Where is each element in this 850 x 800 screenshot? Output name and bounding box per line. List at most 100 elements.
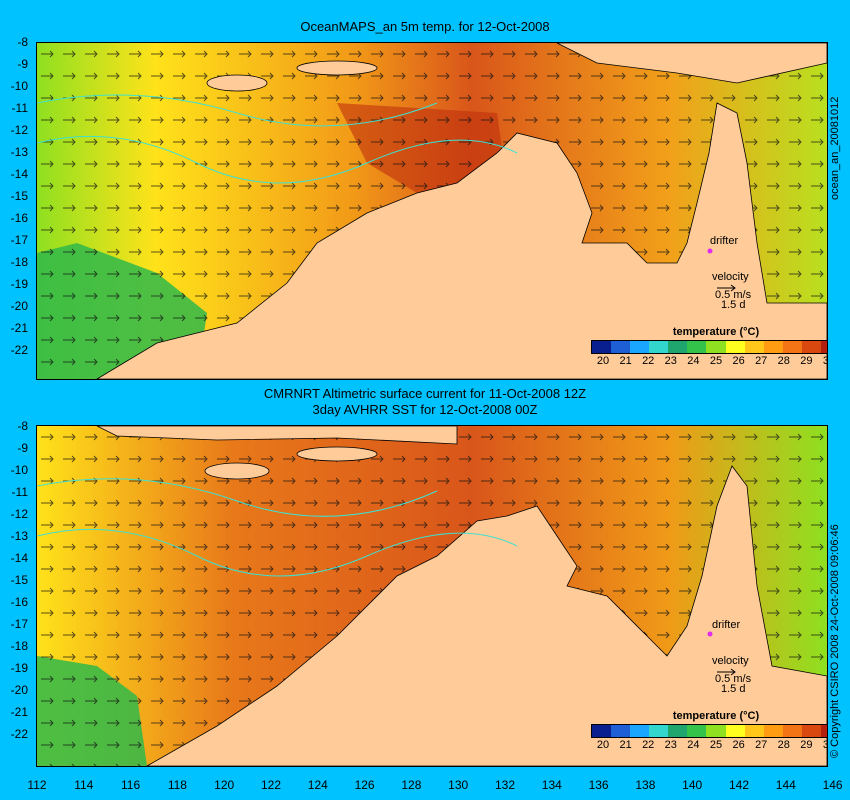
colorbar-tick-label: 22 <box>642 739 655 751</box>
latitude-label: -12 <box>10 123 28 137</box>
latitude-label: -22 <box>10 343 28 357</box>
colorbar-tick-label: 28 <box>777 739 790 751</box>
latitude-label: -11 <box>11 485 28 499</box>
latitude-label: -10 <box>10 79 28 93</box>
colorbar-swatch <box>725 725 745 737</box>
longitude-label: 124 <box>307 778 328 792</box>
panel1-map[interactable]: drifter velocity 0.5 m/s 1.5 d temperatu… <box>36 42 828 380</box>
longitude-label: 130 <box>448 778 469 792</box>
colorbar-swatch <box>706 341 726 353</box>
panel1-velocity-label: velocity <box>712 271 749 283</box>
png-land <box>556 43 827 84</box>
longitude-label: 122 <box>260 778 282 792</box>
colorbar-tick-label: 29 <box>800 739 813 751</box>
colorbar-swatch <box>611 341 631 353</box>
island <box>296 60 378 76</box>
colorbar-tick-label: 20 <box>596 739 610 751</box>
panel2-side-label: © Copyright CSIRO 2008 24-Oct-2008 09:06… <box>829 524 841 758</box>
longitude-label: 116 <box>121 778 141 792</box>
colorbar-tick-label: 25 <box>709 739 723 751</box>
colorbar-tick-label: 27 <box>755 739 768 751</box>
colorbar-swatch <box>744 341 764 353</box>
velocity-scale-arrow <box>717 284 736 292</box>
colorbar-swatch <box>706 725 726 737</box>
panel1-colorbar-title: temperature (°C) <box>672 326 760 338</box>
colorbar-swatch <box>744 725 764 737</box>
longitude-label: 114 <box>74 778 94 792</box>
panel1-velocity-scale: 0.5 m/s <box>715 289 752 301</box>
longitude-label: 128 <box>401 778 422 792</box>
latitude-label: -17 <box>10 233 28 247</box>
colorbar-swatch <box>630 341 650 353</box>
colorbar-swatch <box>782 341 802 353</box>
colorbar-tick-label: 27 <box>755 355 768 367</box>
island <box>206 74 268 92</box>
longitude-label: 140 <box>682 778 703 792</box>
island <box>296 446 378 462</box>
colorbar-swatch <box>801 725 821 737</box>
panel1-velocity-days: 1.5 d <box>721 299 746 311</box>
colorbar-tick-label: 23 <box>664 739 677 751</box>
panel2-velocity-scale: 0.5 m/s <box>715 673 752 685</box>
colorbar-tick-label: 20 <box>596 355 610 367</box>
colorbar-swatch <box>687 341 707 353</box>
australia-land <box>146 465 827 766</box>
latitude-label: -14 <box>10 551 28 565</box>
latitude-label: -12 <box>10 507 28 521</box>
panel1-map-svg <box>37 43 827 379</box>
longitude-label: 146 <box>822 778 843 792</box>
panel2-map-svg <box>37 426 827 766</box>
colorbar-swatch <box>801 341 821 353</box>
colorbar-tick-label: 23 <box>664 355 677 367</box>
colorbar-tick-label: 28 <box>777 355 790 367</box>
latitude-label: -15 <box>10 189 28 203</box>
latitude-label: -13 <box>10 145 28 159</box>
panel2-colorbar-title: temperature (°C) <box>672 710 760 722</box>
colorbar-swatch <box>668 725 688 737</box>
colorbar-tick-label: 24 <box>687 739 700 751</box>
colorbar-swatch <box>592 725 612 737</box>
latitude-label: -18 <box>10 255 28 269</box>
colorbar-tick-label: 21 <box>619 355 632 367</box>
panel2-colorbar: temperature (°C) 20 21 22 23 24 25 26 27 28 29 30 <box>591 710 827 752</box>
latitude-label: -22 <box>10 727 28 741</box>
latitude-label: -21 <box>10 705 28 719</box>
colorbar-swatch <box>668 341 688 353</box>
latitude-label: -8 <box>17 419 28 433</box>
latitude-label: -9 <box>17 441 28 455</box>
panel1-colorbar: temperature (°C) 20 21 22 23 24 25 26 27 28 29 30 <box>591 326 827 368</box>
panel2-map[interactable]: drifter velocity 0.5 m/s 1.5 d temperatu… <box>36 425 828 767</box>
longitude-label: 126 <box>354 778 375 792</box>
colorbar-swatch <box>649 725 669 737</box>
colorbar-tick-label: 30 <box>823 739 827 751</box>
bathymetry-contour <box>37 478 438 517</box>
colorbar-swatch <box>592 341 612 353</box>
colorbar-tick-label: 25 <box>709 355 723 367</box>
latitude-label: -20 <box>10 299 28 313</box>
velocity-scale-arrow <box>717 668 736 676</box>
colorbar-tick-label: 21 <box>619 739 632 751</box>
bathymetry-contour <box>37 528 518 577</box>
latitude-label: -16 <box>10 211 28 225</box>
latitude-label: -18 <box>10 639 28 653</box>
bathymetry-contour <box>37 135 518 184</box>
colorbar-ticks: 20 21 22 23 24 25 26 27 28 29 30 <box>591 738 827 752</box>
colorbar-tick-label: 26 <box>732 739 745 751</box>
longitude-label: 132 <box>494 778 516 792</box>
colorbar-swatch <box>763 725 783 737</box>
panel2-velocity-label: velocity <box>712 655 749 667</box>
longitude-label: 138 <box>635 778 656 792</box>
latitude-label: -17 <box>10 617 28 631</box>
longitude-label: 134 <box>541 778 562 792</box>
australia-land <box>96 102 827 379</box>
colorbar-ticks: 20 21 22 23 24 25 26 27 28 29 30 <box>591 354 827 368</box>
colorbar-tick-label: 22 <box>642 355 655 367</box>
latitude-label: -13 <box>10 529 28 543</box>
colorbar-tick-label: 29 <box>800 355 813 367</box>
colorbar-swatch <box>630 725 650 737</box>
latitude-label: -16 <box>10 595 28 609</box>
longitude-label: 136 <box>588 778 609 792</box>
colorbar-tick-label: 26 <box>732 355 745 367</box>
latitude-label: -15 <box>10 573 28 587</box>
colorbar-swatch <box>649 341 669 353</box>
